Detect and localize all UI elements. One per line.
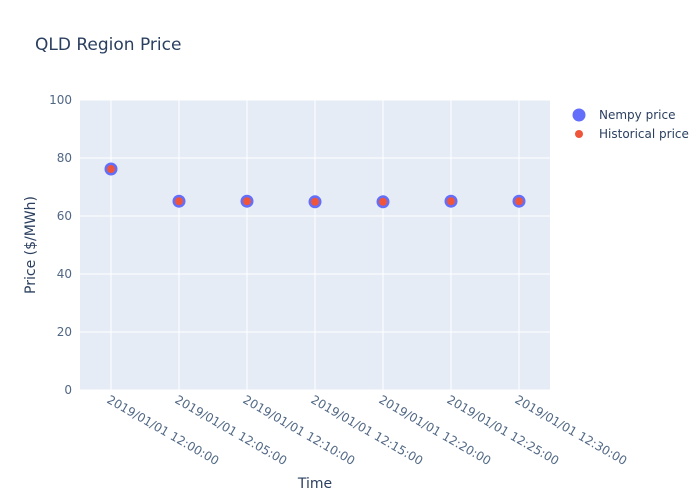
x-tick-label: 2019/01/01 12:10:00 [241, 392, 358, 468]
x-tick-label: 2019/01/01 12:00:00 [105, 392, 222, 468]
y-axis-label: Price ($/MWh) [23, 196, 39, 294]
legend-label: Historical price [599, 127, 689, 141]
y-tick-label: 40 [57, 267, 72, 281]
y-tick-label: 100 [49, 93, 72, 107]
historical-price-point [515, 197, 523, 206]
x-tick-label: 2019/01/01 12:15:00 [309, 392, 426, 468]
x-tick-label: 2019/01/01 12:30:00 [513, 392, 630, 468]
x-tick-label: 2019/01/01 12:25:00 [445, 392, 562, 468]
historical-price-point [175, 197, 183, 206]
historical-price-point [107, 165, 115, 174]
data-points [104, 162, 526, 209]
legend-label: Nempy price [599, 108, 675, 122]
y-tick-label: 80 [57, 151, 72, 165]
y-tick-label: 0 [64, 383, 72, 397]
historical-price-point [447, 197, 455, 206]
x-axis-label: Time [297, 476, 332, 492]
y-tick-label: 20 [57, 325, 72, 339]
legend: Nempy price Historical price [572, 108, 689, 141]
y-axis-ticks: 0 20 40 60 80 100 [49, 93, 72, 397]
legend-marker [572, 108, 586, 122]
historical-price-point [379, 197, 387, 206]
x-tick-label: 2019/01/01 12:20:00 [377, 392, 494, 468]
chart-title: QLD Region Price [35, 35, 181, 55]
x-tick-label: 2019/01/01 12:05:00 [173, 392, 290, 468]
gridlines [80, 99, 550, 391]
historical-price-point [243, 197, 251, 206]
legend-marker [575, 130, 583, 138]
y-tick-label: 60 [57, 209, 72, 223]
historical-price-point [311, 197, 319, 206]
